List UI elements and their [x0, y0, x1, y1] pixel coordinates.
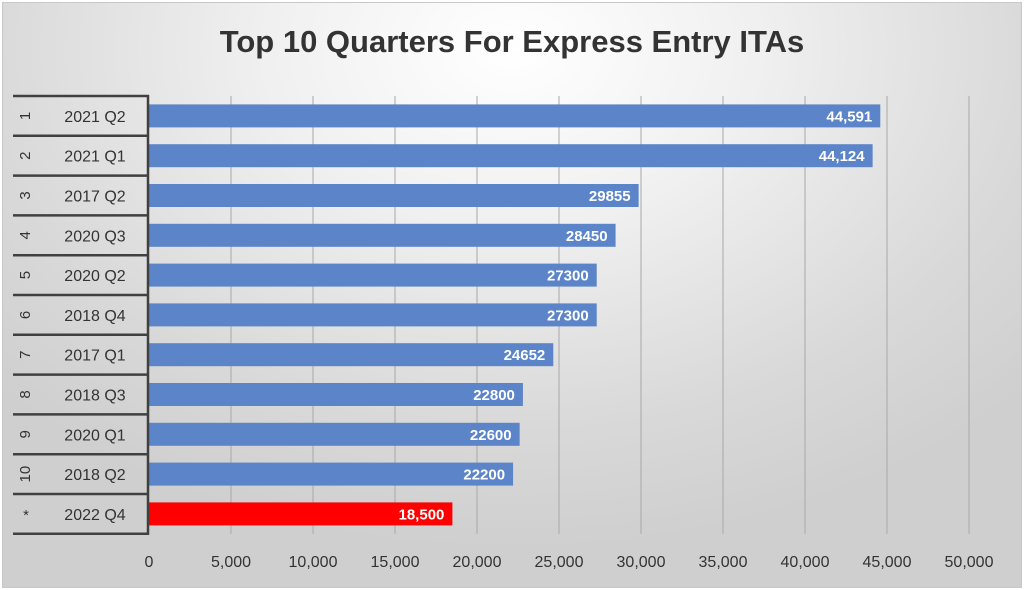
bar — [149, 422, 520, 446]
category-label: 2018 Q4 — [64, 308, 125, 325]
x-tick-label: 50,000 — [945, 554, 994, 571]
x-tick-label: 15,000 — [371, 554, 420, 571]
bar — [149, 343, 554, 367]
data-label: 29855 — [589, 188, 631, 205]
category-label: 2017 Q1 — [64, 348, 125, 365]
category-label: 2020 Q1 — [64, 427, 125, 444]
bar — [149, 263, 597, 287]
data-label: 18,500 — [399, 506, 445, 523]
rank-label: 9 — [17, 430, 34, 438]
x-tick-label: 30,000 — [617, 554, 666, 571]
bar — [149, 223, 616, 247]
chart-title: Top 10 Quarters For Express Entry ITAs — [219, 24, 805, 59]
rank-label: 2 — [17, 152, 34, 160]
x-tick-label: 35,000 — [699, 554, 748, 571]
data-label: 24652 — [504, 347, 546, 364]
category-label: 2022 Q4 — [64, 507, 125, 524]
bar — [149, 462, 514, 486]
x-tick-label: 20,000 — [453, 554, 502, 571]
bar — [149, 144, 873, 168]
bar — [149, 104, 881, 128]
x-tick-label: 10,000 — [289, 554, 338, 571]
bar — [149, 303, 597, 327]
category-label: 2020 Q3 — [64, 228, 125, 245]
data-label: 22600 — [470, 427, 512, 444]
rank-label: 4 — [17, 231, 34, 239]
data-label: 22800 — [473, 387, 515, 404]
rank-label: 5 — [17, 271, 34, 279]
x-tick-label: 45,000 — [863, 554, 912, 571]
bar — [149, 502, 453, 526]
rank-label: 6 — [17, 311, 34, 319]
bar — [149, 184, 639, 207]
category-label: 2018 Q2 — [64, 467, 125, 484]
rank-label: 3 — [17, 191, 34, 199]
bar — [149, 383, 523, 406]
data-label: 27300 — [547, 268, 589, 285]
x-tick-label: 0 — [145, 554, 154, 571]
rank-label: 8 — [17, 390, 34, 398]
data-label: 44,124 — [819, 148, 866, 165]
rank-label: 1 — [17, 112, 34, 120]
rank-label: 7 — [17, 351, 34, 359]
rank-label: * — [23, 507, 29, 524]
x-tick-label: 40,000 — [781, 554, 830, 571]
x-tick-label: 5,000 — [211, 554, 251, 571]
data-label: 28450 — [566, 228, 608, 245]
x-tick-label: 25,000 — [535, 554, 584, 571]
category-label: 2021 Q2 — [64, 109, 125, 126]
category-label: 2017 Q2 — [64, 189, 125, 206]
data-label: 27300 — [547, 307, 589, 324]
category-label: 2021 Q1 — [64, 149, 125, 166]
data-label: 44,591 — [826, 108, 872, 125]
category-label: 2020 Q2 — [64, 268, 125, 285]
rank-label: 10 — [17, 466, 34, 483]
category-label: 2018 Q3 — [64, 388, 125, 405]
data-label: 22200 — [463, 467, 505, 484]
